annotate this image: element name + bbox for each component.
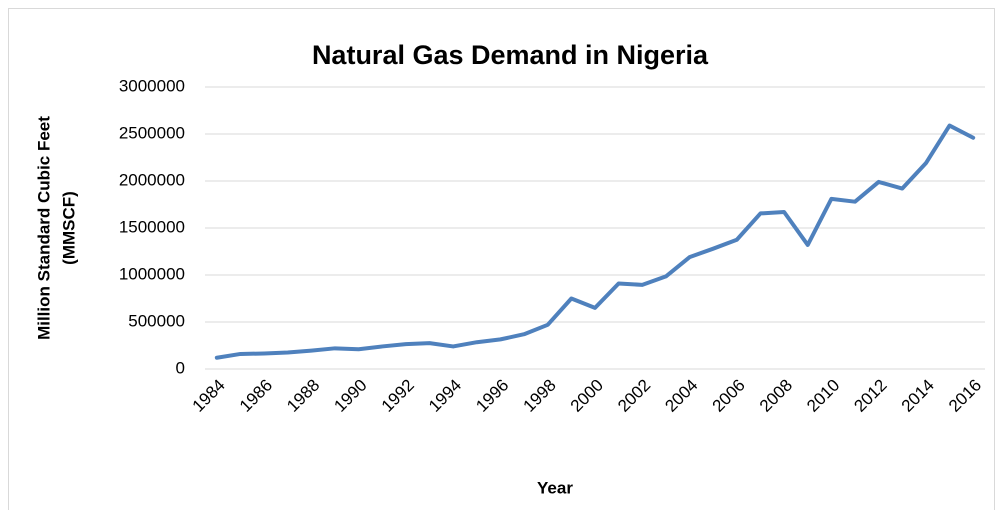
x-axis-label: Year <box>537 478 573 497</box>
y-tick-label: 3000000 <box>119 76 185 95</box>
chart-title: Natural Gas Demand in Nigeria <box>312 40 709 70</box>
y-tick-label: 0 <box>176 358 185 377</box>
y-axis-label: (MMSCF) <box>59 191 78 265</box>
y-tick-label: 2500000 <box>119 123 185 142</box>
y-tick-label: 1500000 <box>119 217 185 236</box>
y-tick-label: 500000 <box>128 311 185 330</box>
y-axis-label: Million Standard Cubic Feet <box>34 116 53 340</box>
data-line <box>214 123 976 360</box>
y-tick-label: 1000000 <box>119 264 185 283</box>
y-tick-label: 2000000 <box>119 170 185 189</box>
chart-border <box>8 8 995 510</box>
